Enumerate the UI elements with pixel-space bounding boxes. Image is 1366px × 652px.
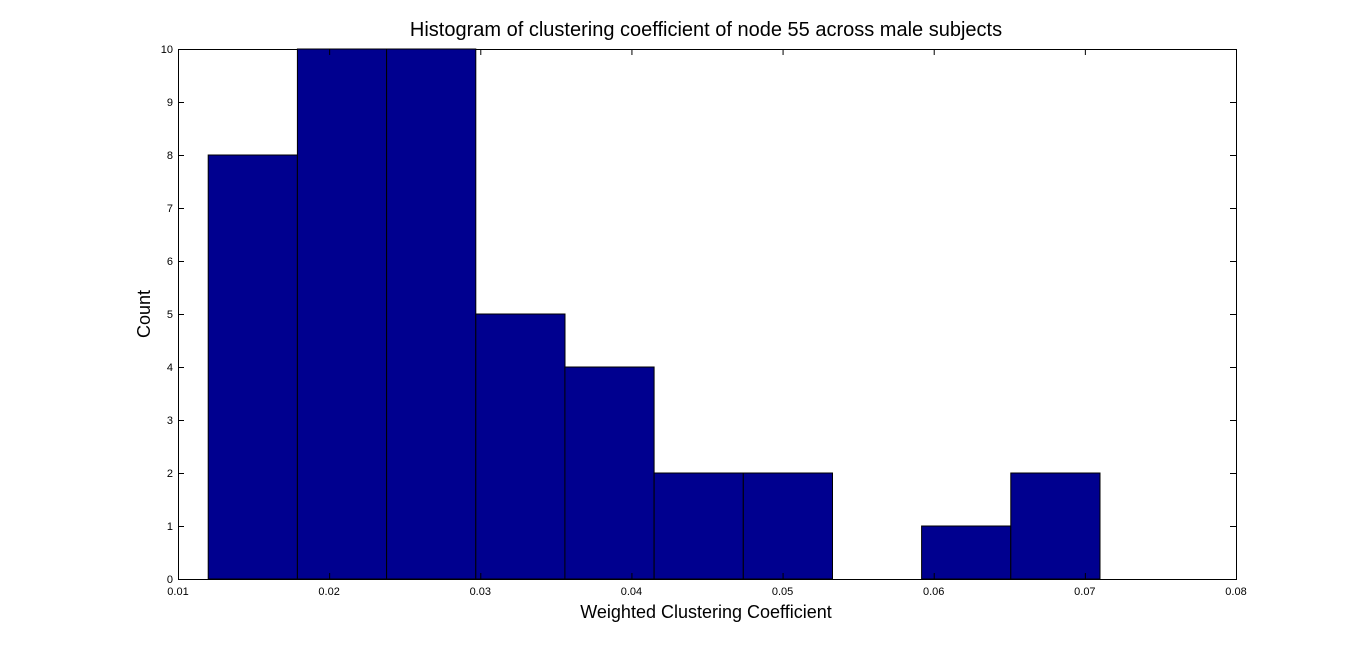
x-axis-label: Weighted Clustering Coefficient xyxy=(580,602,831,622)
y-tick-label: 6 xyxy=(167,256,173,268)
y-tick-label: 1 xyxy=(167,521,173,533)
y-tick-label: 0 xyxy=(167,574,173,586)
x-tick-label: 0.08 xyxy=(1225,586,1246,598)
histogram-bar-5 xyxy=(564,366,655,580)
y-tick-label: 2 xyxy=(167,468,173,480)
chart-title: Histogram of clustering coefficient of n… xyxy=(410,19,1002,41)
histogram-bar-6 xyxy=(653,472,744,580)
y-tick-label: 10 xyxy=(161,44,173,56)
x-tick-label: 0.07 xyxy=(1074,586,1095,598)
bars-layer xyxy=(207,48,1101,580)
tick-labels-layer: 0.01 0.02 0.03 0.04 0.05 0.06 0.07 0.08 0 1 2 3 4 5 6 7… xyxy=(161,44,1247,598)
histogram-bar-2 xyxy=(296,48,388,580)
histogram-bar-10 xyxy=(1010,472,1101,580)
y-tick-label: 4 xyxy=(167,362,173,374)
histogram-bar-7 xyxy=(742,472,833,580)
y-tick-label: 5 xyxy=(167,309,173,321)
x-tick-label: 0.06 xyxy=(923,586,944,598)
histogram-bar-9 xyxy=(921,525,1012,580)
ticks-layer xyxy=(178,49,1237,580)
y-axis-label: Count xyxy=(134,290,154,338)
histogram-bar-4 xyxy=(475,313,566,580)
histogram-bar-1 xyxy=(207,154,298,580)
x-tick-label: 0.01 xyxy=(167,586,188,598)
y-tick-label: 7 xyxy=(167,203,173,215)
y-tick-label: 8 xyxy=(167,150,173,162)
x-tick-label: 0.05 xyxy=(772,586,793,598)
x-tick-label: 0.03 xyxy=(470,586,491,598)
y-tick-label: 3 xyxy=(167,415,173,427)
x-tick-label: 0.04 xyxy=(621,586,642,598)
x-tick-label: 0.02 xyxy=(318,586,339,598)
y-tick-label: 9 xyxy=(167,97,173,109)
histogram-bar-3 xyxy=(386,48,477,580)
